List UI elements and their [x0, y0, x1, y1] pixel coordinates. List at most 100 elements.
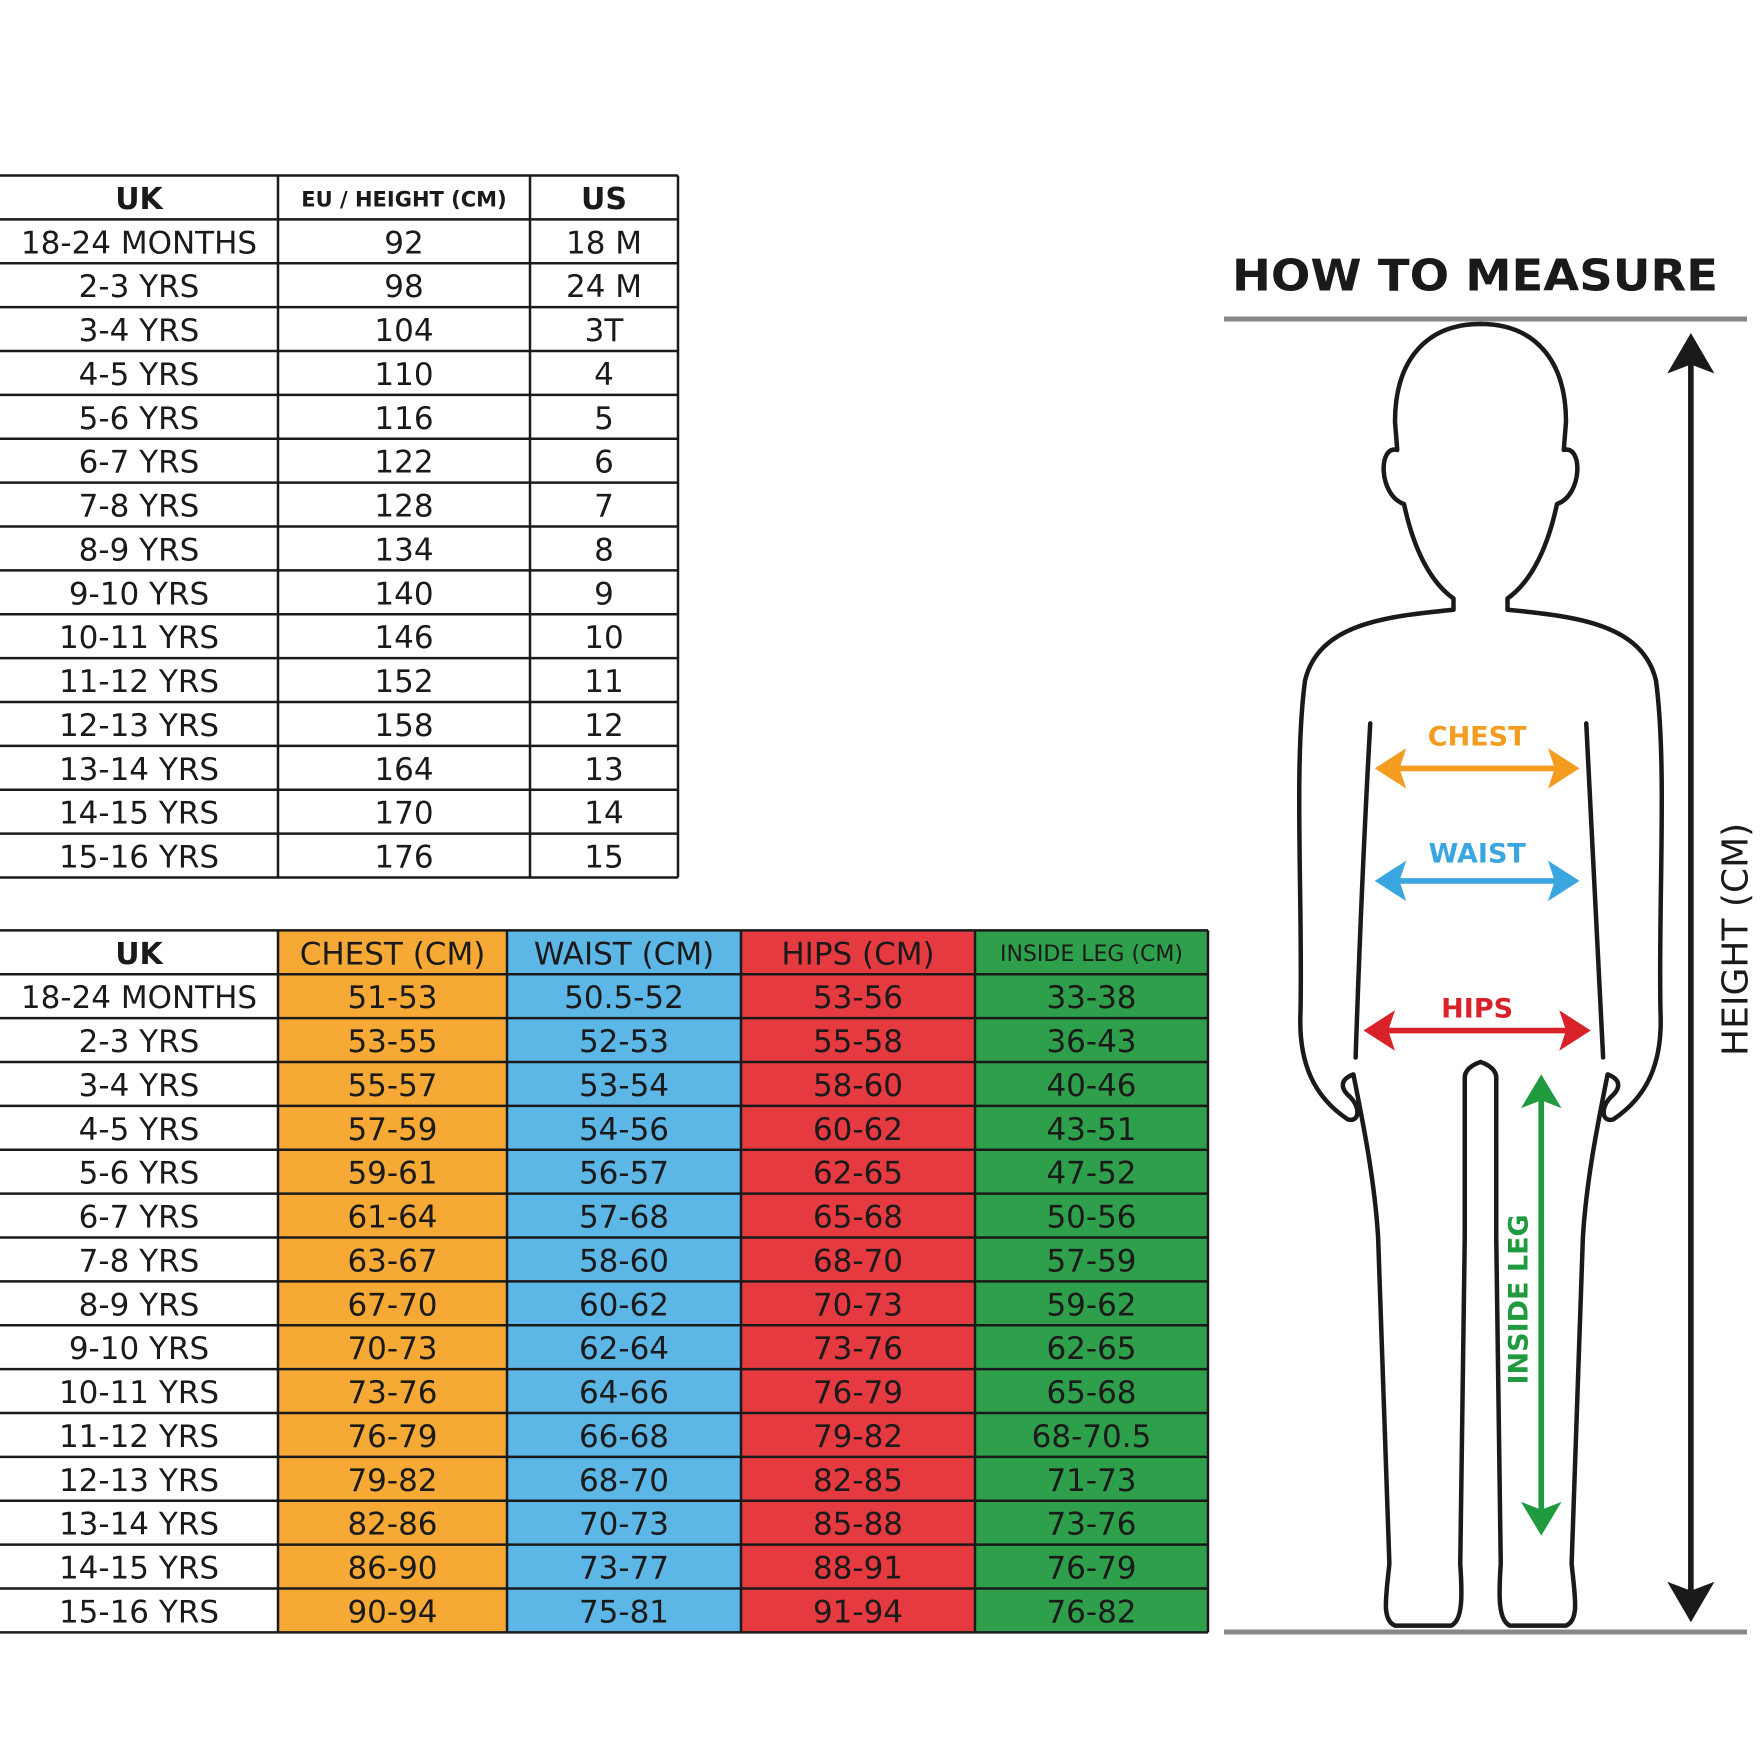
table-cell: 65-68	[813, 1200, 903, 1236]
table-cell: 12-13 YRS	[59, 1463, 219, 1499]
table-cell: 92	[384, 225, 423, 261]
tables: UK EU / HEIGHT (CM) US 18-24 MONTHS 92 18 M 2-…	[0, 174, 1210, 1634]
table-cell: 71-73	[1046, 1463, 1136, 1499]
arm-right	[1584, 721, 1606, 1060]
table-cell: 76-79	[813, 1375, 903, 1411]
arm-left	[1353, 721, 1373, 1060]
figure: CHEST WAIST HIPS INSIDE LEG HEIGHT (CM)	[1296, 321, 1756, 1628]
table-cell: 70-73	[579, 1507, 669, 1543]
table-cell: 170	[374, 796, 433, 832]
table-cell: 60-62	[813, 1112, 903, 1148]
table-cell: 3-4 YRS	[79, 313, 200, 349]
table-cell: 57-59	[347, 1112, 437, 1148]
hips-label: HIPS	[1441, 994, 1513, 1025]
table-cell: 164	[374, 752, 433, 788]
table-cell: 18-24 MONTHS	[21, 225, 257, 261]
header-cell: WAIST (CM)	[534, 936, 714, 972]
header-cell: INSIDE LEG (CM)	[1000, 942, 1183, 967]
table-cell: 59-62	[1046, 1287, 1136, 1323]
table-cell: 11-12 YRS	[59, 664, 219, 700]
table-cell: 86-90	[347, 1551, 437, 1587]
waist-label: WAIST	[1428, 838, 1526, 869]
table-cell: 76-79	[347, 1419, 437, 1455]
table-cell: 55-57	[347, 1068, 437, 1104]
table-cell: 65-68	[1046, 1375, 1136, 1411]
header-cell: CHEST (CM)	[300, 936, 486, 972]
table-cell: 8-9 YRS	[79, 532, 200, 568]
table-cell: 61-64	[347, 1200, 437, 1236]
table-cell: 85-88	[813, 1507, 903, 1543]
table-cell: 7-8 YRS	[79, 489, 200, 525]
table-cell: 79-82	[347, 1463, 437, 1499]
table-cell: 9-10 YRS	[69, 576, 209, 612]
table-cell: 73-76	[813, 1331, 903, 1367]
table-cell: 73-76	[347, 1375, 437, 1411]
table-cell: 104	[374, 313, 433, 349]
measure-diagram: HOW TO MEASURE CHEST	[1224, 251, 1756, 1635]
table-cell: 116	[374, 401, 433, 437]
table-cell: 53-55	[347, 1024, 437, 1060]
table-cell: 68-70.5	[1032, 1419, 1152, 1455]
table-cell: 6-7 YRS	[79, 445, 200, 481]
table-cell: 12-13 YRS	[59, 708, 219, 744]
table-cell: 24 M	[566, 269, 642, 305]
table-cell: 50.5-52	[564, 980, 684, 1016]
table-cell: 63-67	[347, 1243, 437, 1279]
table-cell: 36-43	[1046, 1024, 1136, 1060]
table-cell: 57-59	[1046, 1243, 1136, 1279]
inside-leg-label: INSIDE LEG	[1503, 1214, 1534, 1384]
table-cell: 176	[374, 840, 433, 876]
table-cell: 67-70	[347, 1287, 437, 1323]
table-cell: 146	[374, 620, 433, 656]
table-cell: 140	[374, 576, 433, 612]
table-cell: 79-82	[813, 1419, 903, 1455]
table-cell: 13	[584, 752, 623, 788]
table-cell: 88-91	[813, 1551, 903, 1587]
table-cell: 62-65	[813, 1156, 903, 1192]
table-cell: 13-14 YRS	[59, 1507, 219, 1543]
table-cell: 5	[594, 401, 614, 437]
table-cell: 8	[594, 532, 614, 568]
table-cell: 3-4 YRS	[79, 1068, 200, 1104]
header-cell: HIPS (CM)	[781, 936, 934, 972]
table-cell: 152	[374, 664, 433, 700]
table-cell: 18-24 MONTHS	[21, 980, 257, 1016]
table-cell: 70-73	[813, 1287, 903, 1323]
table-cell: 76-79	[1046, 1551, 1136, 1587]
table-cell: 15	[584, 840, 623, 876]
table-cell: 13-14 YRS	[59, 752, 219, 788]
table-cell: 52-53	[579, 1024, 669, 1060]
table-cell: 51-53	[347, 980, 437, 1016]
table-cell: 122	[374, 445, 433, 481]
table-cell: 33-38	[1046, 980, 1136, 1016]
table-cell: 15-16 YRS	[59, 1594, 219, 1630]
table-cell: 110	[374, 357, 433, 393]
table-cell: 58-60	[579, 1243, 669, 1279]
table-cell: 15-16 YRS	[59, 840, 219, 876]
table-cell: 98	[384, 269, 423, 305]
table-cell: 73-76	[1046, 1507, 1136, 1543]
table-cell: 56-57	[579, 1156, 669, 1192]
table-cell: 66-68	[579, 1419, 669, 1455]
table-cell: 57-68	[579, 1200, 669, 1236]
table-cell: 82-85	[813, 1463, 903, 1499]
table-cell: 12	[584, 708, 623, 744]
table-cell: 54-56	[579, 1112, 669, 1148]
table-cell: 82-86	[347, 1507, 437, 1543]
table-cell: 8-9 YRS	[79, 1287, 200, 1323]
table-cell: 9-10 YRS	[69, 1331, 209, 1367]
table-cell: 43-51	[1046, 1112, 1136, 1148]
table-cell: 40-46	[1046, 1068, 1136, 1104]
table-cell: 128	[374, 489, 433, 525]
table-cell: 10-11 YRS	[59, 1375, 219, 1411]
table-cell: 4	[594, 357, 614, 393]
table-cell: 68-70	[813, 1243, 903, 1279]
table-cell: 11	[584, 664, 623, 700]
table-cell: 14-15 YRS	[59, 1551, 219, 1587]
body-outline	[1296, 321, 1665, 1628]
table-cell: 6-7 YRS	[79, 1200, 200, 1236]
table-cell: 50-56	[1046, 1200, 1136, 1236]
table-cell: 70-73	[347, 1331, 437, 1367]
table-cell: 4-5 YRS	[79, 1112, 200, 1148]
